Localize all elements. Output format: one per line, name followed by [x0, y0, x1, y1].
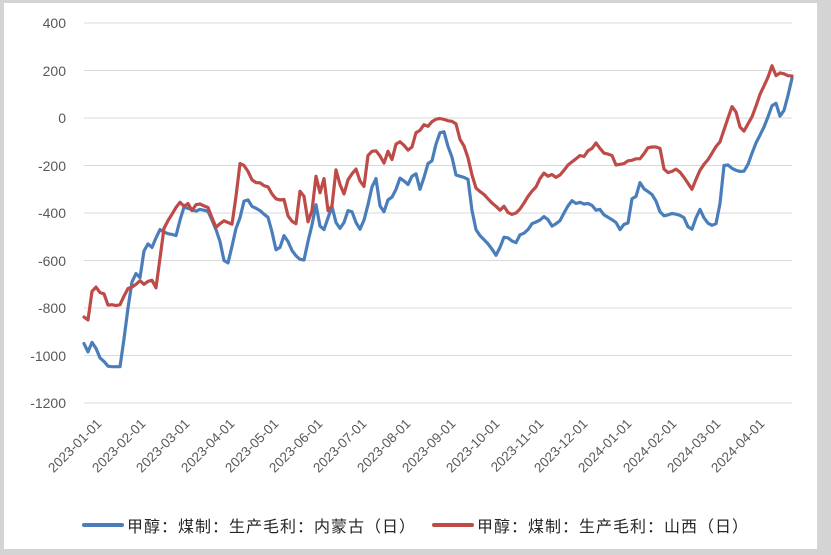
- y-axis-tick-label: -800: [37, 300, 66, 316]
- series-line-swatch-shanxi: [432, 523, 474, 527]
- y-axis-tick-label: -1200: [30, 395, 66, 411]
- legend-label-neimenggu: 甲醇：煤制：生产毛利：内蒙古（日）: [126, 519, 416, 536]
- y-axis-tick-label: -400: [37, 205, 66, 221]
- y-axis-tick-label: 0: [58, 110, 66, 126]
- legend-item-shanxi: 甲醇：煤制：生产毛利：山西（日）: [432, 513, 749, 537]
- series-line-swatch-neimenggu: [81, 523, 124, 527]
- y-axis-tick-label: 400: [42, 15, 66, 31]
- legend-label-shanxi: 甲醇：煤制：生产毛利：山西（日）: [477, 519, 750, 536]
- legend-item-neimenggu: 甲醇：煤制：生产毛利：内蒙古（日）: [81, 513, 416, 537]
- y-axis-tick-label: -600: [37, 252, 66, 269]
- y-axis-tick-label: -1000: [30, 347, 66, 364]
- legend: 甲醇：煤制：生产毛利：内蒙古（日） 甲醇：煤制：生产毛利：山西（日）: [0, 513, 831, 537]
- y-axis-tick-label: -200: [37, 157, 66, 174]
- y-axis-tick-label: 200: [42, 62, 66, 79]
